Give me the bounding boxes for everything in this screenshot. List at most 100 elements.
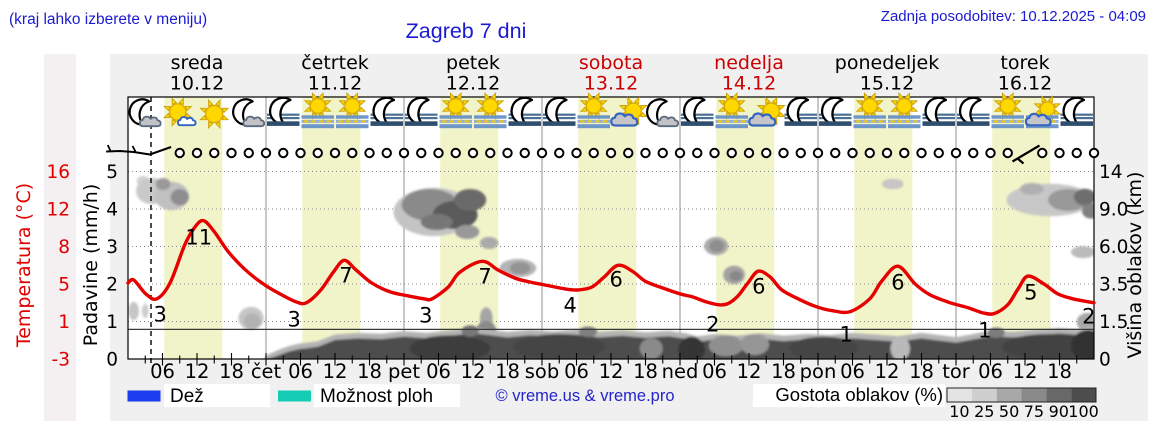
- daylight-band: [854, 97, 913, 359]
- x-hour-label: 06: [702, 360, 727, 383]
- density-scale-cell: [1021, 388, 1047, 402]
- weather-icon-moon-fog: [267, 96, 300, 126]
- calm-wind-circle: [450, 147, 461, 159]
- precip-tick-label: 1: [106, 312, 118, 333]
- fog-icon: [681, 113, 714, 120]
- day-name: petek: [446, 52, 500, 74]
- temperature-label: 6: [752, 274, 765, 298]
- cloud-blob: [1071, 246, 1094, 259]
- fog-bar-front: [957, 121, 990, 126]
- calm-wind-circle: [623, 147, 634, 159]
- low-cloud-patch: [740, 334, 770, 356]
- weather-icon-sun-fog: [474, 92, 507, 129]
- x-hour-label: 06: [288, 360, 313, 383]
- x-day-abbr-label: tor: [942, 360, 971, 383]
- day-date: 12.12: [446, 73, 500, 95]
- fog-bar-front: [819, 121, 852, 126]
- x-hour-label: 06: [150, 360, 175, 383]
- location-hint-text: (kraj lahko izberete v meniju): [9, 11, 207, 28]
- temperature-value-labels: 3 11 3 7 3 7 4 6 2 6 1 6 1 5 2: [154, 226, 1096, 347]
- fog-icon: [439, 115, 472, 129]
- calm-wind-circle: [571, 147, 582, 159]
- cloud-density-scale: 10 25 50 75 90 100: [946, 387, 1099, 421]
- cloud-icon: [176, 116, 197, 127]
- fog-icon: [508, 113, 541, 120]
- x-hour-label: 18: [633, 360, 658, 383]
- fog-icon: [1060, 113, 1093, 120]
- low-cloud-patch: [789, 336, 859, 359]
- x-hour-label: 12: [323, 360, 348, 383]
- day-name: sreda: [171, 52, 224, 74]
- weather-icon-moon-fog: [508, 96, 541, 126]
- calm-wind-circle: [588, 147, 599, 159]
- fog-icon: [715, 115, 748, 129]
- calm-wind-circle: [398, 147, 410, 159]
- sun-icon: [199, 98, 230, 130]
- low-cloud-patch: [409, 335, 491, 359]
- x-day-abbr-label: pet: [388, 360, 420, 383]
- calm-wind-circle: [174, 147, 185, 159]
- temperature-label: 4: [563, 294, 576, 318]
- weather-icon-sun-cloud: [748, 96, 786, 127]
- cloud-blob: [509, 262, 531, 275]
- temperature-label: 2: [1082, 305, 1095, 329]
- rain-color-swatch: [127, 390, 161, 402]
- fog-bar-front: [784, 121, 817, 126]
- fog-icon: [853, 115, 886, 129]
- calm-wind-circle: [692, 147, 703, 159]
- day-date: 15.12: [860, 73, 914, 95]
- fog-icon: [405, 113, 438, 120]
- x-hour-label: 18: [219, 360, 244, 383]
- low-cloud-patch: [678, 336, 705, 359]
- temperature-label: 7: [339, 264, 352, 288]
- page-title: Zagreb 7 dni: [406, 19, 527, 43]
- day-date: 10.12: [170, 73, 224, 95]
- low-cloud-patch: [1071, 330, 1094, 359]
- temperature-label: 6: [609, 268, 622, 292]
- weather-icon-moon-fog: [681, 96, 714, 126]
- wind-barb-tick: [106, 144, 112, 152]
- cloud-blob: [170, 188, 189, 206]
- temp-tick-label: 8: [58, 237, 70, 258]
- fog-icon: [543, 113, 576, 120]
- calm-wind-circle: [433, 147, 444, 159]
- moon-icon: [646, 98, 668, 126]
- temperature-label: 3: [154, 303, 167, 327]
- cloud-blob: [128, 301, 139, 321]
- temperature-curve: [126, 218, 1096, 316]
- calm-wind-circle: [950, 147, 962, 159]
- density-tick-label: 90: [1049, 402, 1069, 421]
- calm-wind-circle: [485, 147, 496, 159]
- weather-icon-sun-cloud-fog: [1024, 95, 1062, 129]
- daylight-band: [716, 97, 775, 359]
- temperature-label: 6: [891, 271, 904, 295]
- calm-wind-circle: [329, 147, 341, 159]
- low-cloud-band: [264, 325, 1094, 359]
- cloud-density-legend-label: Gostota oblakov (%): [775, 384, 943, 405]
- fog-icon: [957, 113, 990, 120]
- density-tick-label: 25: [974, 402, 994, 421]
- calm-wind-circle: [554, 147, 565, 159]
- x-hour-label: 12: [737, 360, 762, 383]
- weather-icon-sun-fog: [301, 92, 334, 129]
- copyright-link[interactable]: © vreme.us & vreme.pro: [495, 387, 674, 405]
- cloud-blob: [881, 178, 904, 190]
- day-date: 14.12: [722, 73, 776, 95]
- fog-bar-front: [370, 121, 403, 126]
- daylight-band: [578, 97, 637, 359]
- cloud-blob: [1019, 182, 1044, 195]
- weather-icon-sun-fog: [715, 92, 748, 129]
- cloud-blob: [709, 240, 725, 253]
- fog-icon: [784, 113, 817, 120]
- calm-wind-circle: [364, 147, 375, 159]
- fog-bar-front: [922, 121, 955, 126]
- calm-wind-circle: [347, 147, 358, 159]
- x-hour-label: 12: [599, 360, 624, 383]
- density-tick-label: 100: [1068, 402, 1099, 421]
- x-day-abbr-label: pon: [800, 360, 837, 383]
- temp-tick-label: 16: [46, 162, 70, 183]
- x-hour-label: 06: [564, 360, 589, 383]
- calm-wind-circle: [830, 147, 841, 159]
